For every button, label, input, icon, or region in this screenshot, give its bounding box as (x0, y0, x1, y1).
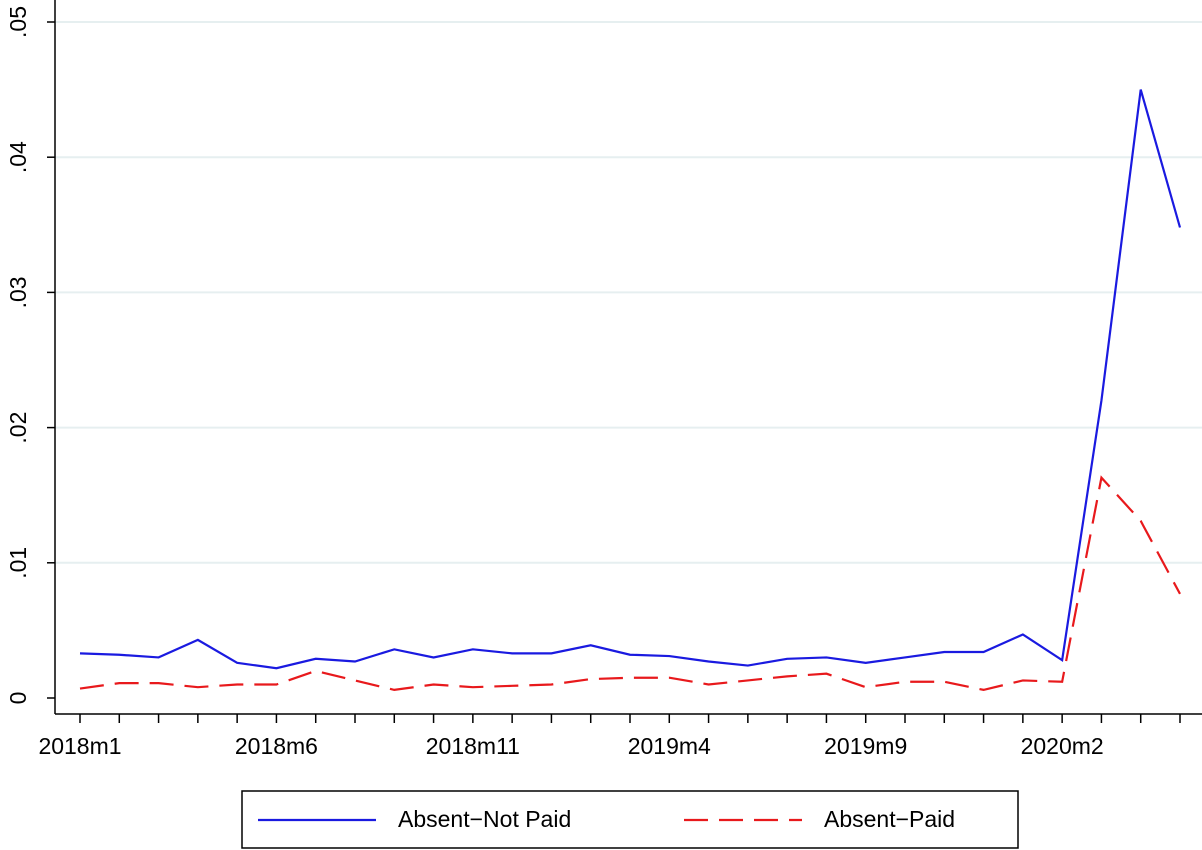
x-tick-label: 2018m11 (426, 733, 520, 759)
y-tick-label: .03 (5, 276, 31, 308)
x-tick-label: 2019m4 (628, 733, 711, 759)
y-tick-label: .04 (5, 141, 31, 173)
legend-label: Absent−Paid (824, 806, 955, 832)
series-line (79, 89, 1182, 670)
y-tick-label: .02 (5, 412, 31, 444)
legend-box (241, 790, 1019, 849)
legend-label: Absent−Not Paid (398, 806, 571, 832)
x-tick-label: 2020m2 (1021, 733, 1104, 759)
series-line (79, 475, 1181, 692)
x-tick-label: 2018m6 (235, 733, 318, 759)
y-tick-label: .01 (5, 547, 31, 579)
y-tick-label: .05 (5, 6, 31, 38)
y-tick-label: 0 (5, 692, 31, 705)
x-tick-label: 2019m9 (824, 733, 907, 759)
x-tick-label: 2018m1 (38, 733, 121, 759)
